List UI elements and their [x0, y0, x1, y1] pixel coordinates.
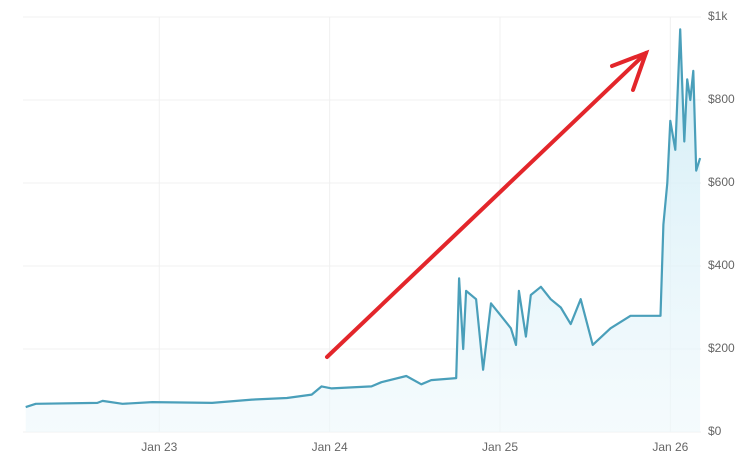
y-tick-label: $1k	[708, 9, 728, 23]
area-fill	[25, 29, 701, 433]
price-line	[25, 28, 702, 409]
x-tick-label: Jan 25	[482, 440, 518, 454]
x-tick-label: Jan 24	[312, 440, 348, 454]
x-tick-label: Jan 26	[652, 440, 688, 454]
annotation-arrow	[325, 49, 650, 359]
y-tick-label: $400	[708, 258, 735, 272]
y-tick-label: $0	[708, 424, 722, 438]
x-tick-label: Jan 23	[141, 440, 177, 454]
y-tick-label: $600	[708, 175, 735, 189]
y-tick-label: $200	[708, 341, 735, 355]
y-tick-label: $800	[708, 92, 735, 106]
